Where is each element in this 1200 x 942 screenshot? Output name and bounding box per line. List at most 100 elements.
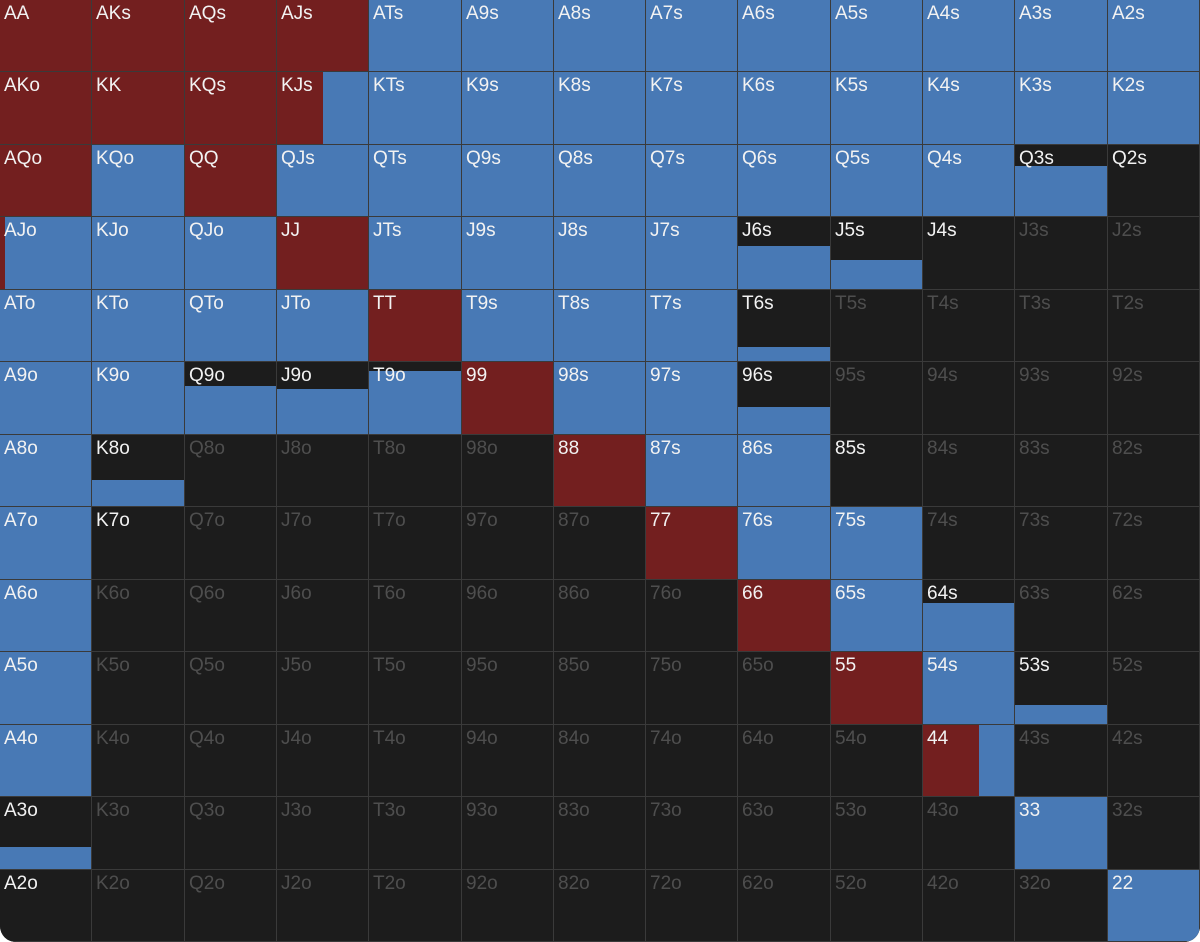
hand-cell[interactable]: A8s	[554, 0, 646, 72]
hand-cell[interactable]: AKs	[92, 0, 185, 72]
hand-cell[interactable]: J8s	[554, 217, 646, 290]
hand-cell[interactable]: AQo	[0, 145, 92, 217]
hand-cell[interactable]: T7s	[646, 290, 738, 362]
hand-cell[interactable]: Q6s	[738, 145, 831, 217]
hand-cell[interactable]: Q9s	[462, 145, 554, 217]
hand-cell[interactable]: A9s	[462, 0, 554, 72]
hand-cell[interactable]: AJo	[0, 217, 92, 290]
hand-cell[interactable]: 93s	[1015, 362, 1108, 435]
hand-cell[interactable]: 77	[646, 507, 738, 580]
hand-cell[interactable]: 86o	[554, 580, 646, 652]
hand-cell[interactable]: T8o	[369, 435, 462, 507]
hand-cell[interactable]: 88	[554, 435, 646, 507]
hand-cell[interactable]: 97s	[646, 362, 738, 435]
hand-cell[interactable]: 92s	[1108, 362, 1200, 435]
hand-cell[interactable]: A8o	[0, 435, 92, 507]
hand-cell[interactable]: Q3o	[185, 797, 277, 870]
hand-cell[interactable]: Q8s	[554, 145, 646, 217]
hand-cell[interactable]: 96o	[462, 580, 554, 652]
hand-cell[interactable]: T5o	[369, 652, 462, 725]
hand-cell[interactable]: Q5s	[831, 145, 923, 217]
hand-cell[interactable]: J6s	[738, 217, 831, 290]
hand-cell[interactable]: A5o	[0, 652, 92, 725]
hand-cell[interactable]: 86s	[738, 435, 831, 507]
hand-cell[interactable]: 96s	[738, 362, 831, 435]
hand-cell[interactable]: A7s	[646, 0, 738, 72]
hand-cell[interactable]: AJs	[277, 0, 369, 72]
hand-cell[interactable]: Q5o	[185, 652, 277, 725]
hand-cell[interactable]: QJo	[185, 217, 277, 290]
hand-cell[interactable]: Q3s	[1015, 145, 1108, 217]
hand-cell[interactable]: 65o	[738, 652, 831, 725]
hand-cell[interactable]: A7o	[0, 507, 92, 580]
hand-cell[interactable]: A4o	[0, 725, 92, 797]
hand-cell[interactable]: A2s	[1108, 0, 1200, 72]
hand-cell[interactable]: J4o	[277, 725, 369, 797]
hand-cell[interactable]: 63s	[1015, 580, 1108, 652]
hand-cell[interactable]: 83s	[1015, 435, 1108, 507]
hand-cell[interactable]: Q4s	[923, 145, 1015, 217]
hand-cell[interactable]: K5s	[831, 72, 923, 145]
hand-cell[interactable]: Q8o	[185, 435, 277, 507]
hand-cell[interactable]: QTs	[369, 145, 462, 217]
hand-cell[interactable]: TT	[369, 290, 462, 362]
hand-cell[interactable]: 52s	[1108, 652, 1200, 725]
hand-cell[interactable]: 52o	[831, 870, 923, 942]
hand-cell[interactable]: A2o	[0, 870, 92, 942]
hand-cell[interactable]: T6s	[738, 290, 831, 362]
hand-cell[interactable]: J7o	[277, 507, 369, 580]
hand-cell[interactable]: T4o	[369, 725, 462, 797]
hand-cell[interactable]: K7o	[92, 507, 185, 580]
hand-cell[interactable]: K6o	[92, 580, 185, 652]
hand-cell[interactable]: A3o	[0, 797, 92, 870]
hand-cell[interactable]: K4s	[923, 72, 1015, 145]
hand-cell[interactable]: JTo	[277, 290, 369, 362]
hand-cell[interactable]: 32s	[1108, 797, 1200, 870]
hand-cell[interactable]: 22	[1108, 870, 1200, 942]
hand-cell[interactable]: 87s	[646, 435, 738, 507]
hand-cell[interactable]: JJ	[277, 217, 369, 290]
hand-cell[interactable]: KQo	[92, 145, 185, 217]
hand-cell[interactable]: AQs	[185, 0, 277, 72]
hand-cell[interactable]: 87o	[554, 507, 646, 580]
hand-cell[interactable]: 53o	[831, 797, 923, 870]
hand-cell[interactable]: A4s	[923, 0, 1015, 72]
hand-cell[interactable]: A6o	[0, 580, 92, 652]
hand-cell[interactable]: Q6o	[185, 580, 277, 652]
hand-cell[interactable]: K8o	[92, 435, 185, 507]
hand-cell[interactable]: Q9o	[185, 362, 277, 435]
hand-cell[interactable]: 42o	[923, 870, 1015, 942]
hand-cell[interactable]: AA	[0, 0, 92, 72]
hand-cell[interactable]: Q7s	[646, 145, 738, 217]
hand-cell[interactable]: 65s	[831, 580, 923, 652]
hand-cell[interactable]: KTo	[92, 290, 185, 362]
hand-cell[interactable]: 73o	[646, 797, 738, 870]
hand-cell[interactable]: QJs	[277, 145, 369, 217]
hand-cell[interactable]: J8o	[277, 435, 369, 507]
hand-cell[interactable]: J7s	[646, 217, 738, 290]
hand-cell[interactable]: 85o	[554, 652, 646, 725]
hand-cell[interactable]: 32o	[1015, 870, 1108, 942]
hand-cell[interactable]: K3o	[92, 797, 185, 870]
hand-cell[interactable]: J2o	[277, 870, 369, 942]
hand-cell[interactable]: ATo	[0, 290, 92, 362]
hand-cell[interactable]: 93o	[462, 797, 554, 870]
hand-cell[interactable]: T9o	[369, 362, 462, 435]
hand-cell[interactable]: T2s	[1108, 290, 1200, 362]
hand-cell[interactable]: T4s	[923, 290, 1015, 362]
hand-cell[interactable]: Q2o	[185, 870, 277, 942]
hand-cell[interactable]: 82o	[554, 870, 646, 942]
hand-cell[interactable]: K6s	[738, 72, 831, 145]
hand-cell[interactable]: Q2s	[1108, 145, 1200, 217]
hand-cell[interactable]: 84s	[923, 435, 1015, 507]
hand-cell[interactable]: 42s	[1108, 725, 1200, 797]
hand-cell[interactable]: K9s	[462, 72, 554, 145]
hand-cell[interactable]: 66	[738, 580, 831, 652]
hand-cell[interactable]: K2o	[92, 870, 185, 942]
hand-cell[interactable]: ATs	[369, 0, 462, 72]
hand-cell[interactable]: 62o	[738, 870, 831, 942]
hand-cell[interactable]: A3s	[1015, 0, 1108, 72]
hand-cell[interactable]: KJs	[277, 72, 369, 145]
hand-cell[interactable]: KK	[92, 72, 185, 145]
hand-cell[interactable]: 64s	[923, 580, 1015, 652]
